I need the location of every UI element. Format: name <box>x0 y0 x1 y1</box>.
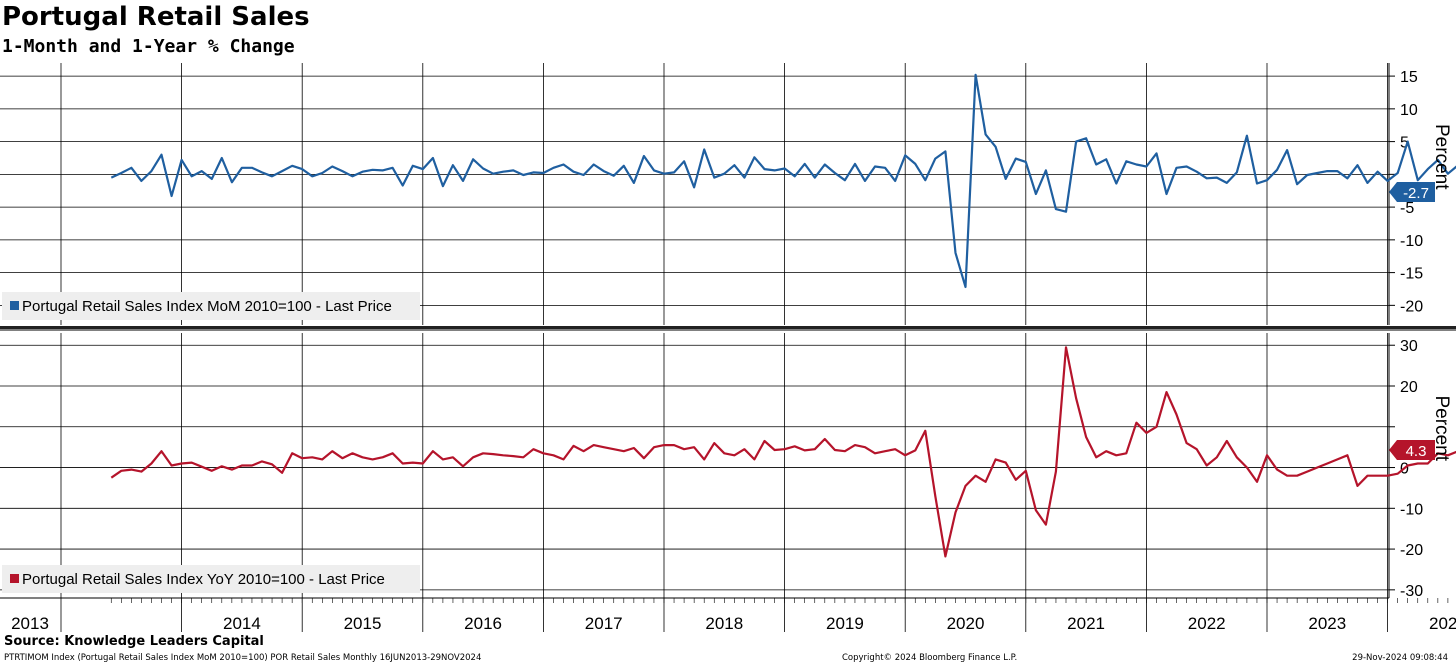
last-value-label: 4.3 <box>1406 443 1427 460</box>
chart-subtitle: 1-Month and 1-Year % Change <box>2 36 295 57</box>
last-value-label: -2.7 <box>1403 185 1429 202</box>
y-tick-label: 5 <box>1400 135 1409 152</box>
legend-swatch <box>10 574 19 583</box>
x-tick-label: 2022 <box>1188 614 1226 632</box>
legend-label: Portugal Retail Sales Index MoM 2010=100… <box>22 298 392 315</box>
x-tick-label: 2023 <box>1308 614 1346 632</box>
timestamp-label: 29-Nov-2024 09:08:44 <box>1352 653 1448 663</box>
y-tick-label: -15 <box>1400 266 1423 283</box>
x-tick-label: 2018 <box>705 614 743 632</box>
copyright-label: Copyright© 2024 Bloomberg Finance L.P. <box>842 653 1018 663</box>
last-value-badge <box>1389 182 1435 203</box>
x-tick-label: 2019 <box>826 614 864 632</box>
y-tick-label: -10 <box>1400 501 1423 518</box>
x-tick-label: 2017 <box>585 614 623 632</box>
panel-divider <box>0 326 1456 329</box>
y-tick-label: -20 <box>1400 298 1423 315</box>
y-tick-label: -10 <box>1400 233 1423 250</box>
y-axis-label: Percent <box>1431 124 1452 190</box>
legend-label: Portugal Retail Sales Index YoY 2010=100… <box>22 571 385 588</box>
source-label: Source: Knowledge Leaders Capital <box>4 634 264 649</box>
y-tick-label: 20 <box>1400 379 1418 396</box>
x-tick-label: 2013 <box>11 614 49 632</box>
last-value-badge <box>1389 440 1435 461</box>
x-tick-label: 2014 <box>223 614 261 632</box>
mom-series-line <box>110 73 1456 289</box>
chart-title: Portugal Retail Sales <box>2 2 310 32</box>
x-tick-label: 2016 <box>464 614 502 632</box>
yoy-series-line <box>110 346 1456 558</box>
legend-box <box>2 565 420 593</box>
y-tick-label: -20 <box>1400 542 1423 559</box>
index-description: PTRTIMOM Index (Portugal Retail Sales In… <box>4 653 482 663</box>
x-tick-label: 2024 <box>1429 614 1456 632</box>
y-tick-label: 30 <box>1400 338 1418 355</box>
legend-swatch <box>10 301 19 310</box>
y-tick-label: -30 <box>1400 583 1423 600</box>
y-tick-label: -5 <box>1400 200 1414 217</box>
x-tick-label: 2020 <box>947 614 985 632</box>
y-tick-label: 10 <box>1400 102 1418 119</box>
x-tick-label: 2015 <box>344 614 382 632</box>
y-axis-label: Percent <box>1431 396 1452 462</box>
y-tick-label: 15 <box>1400 69 1418 86</box>
x-tick-label: 2021 <box>1067 614 1105 632</box>
legend-box <box>2 292 420 320</box>
